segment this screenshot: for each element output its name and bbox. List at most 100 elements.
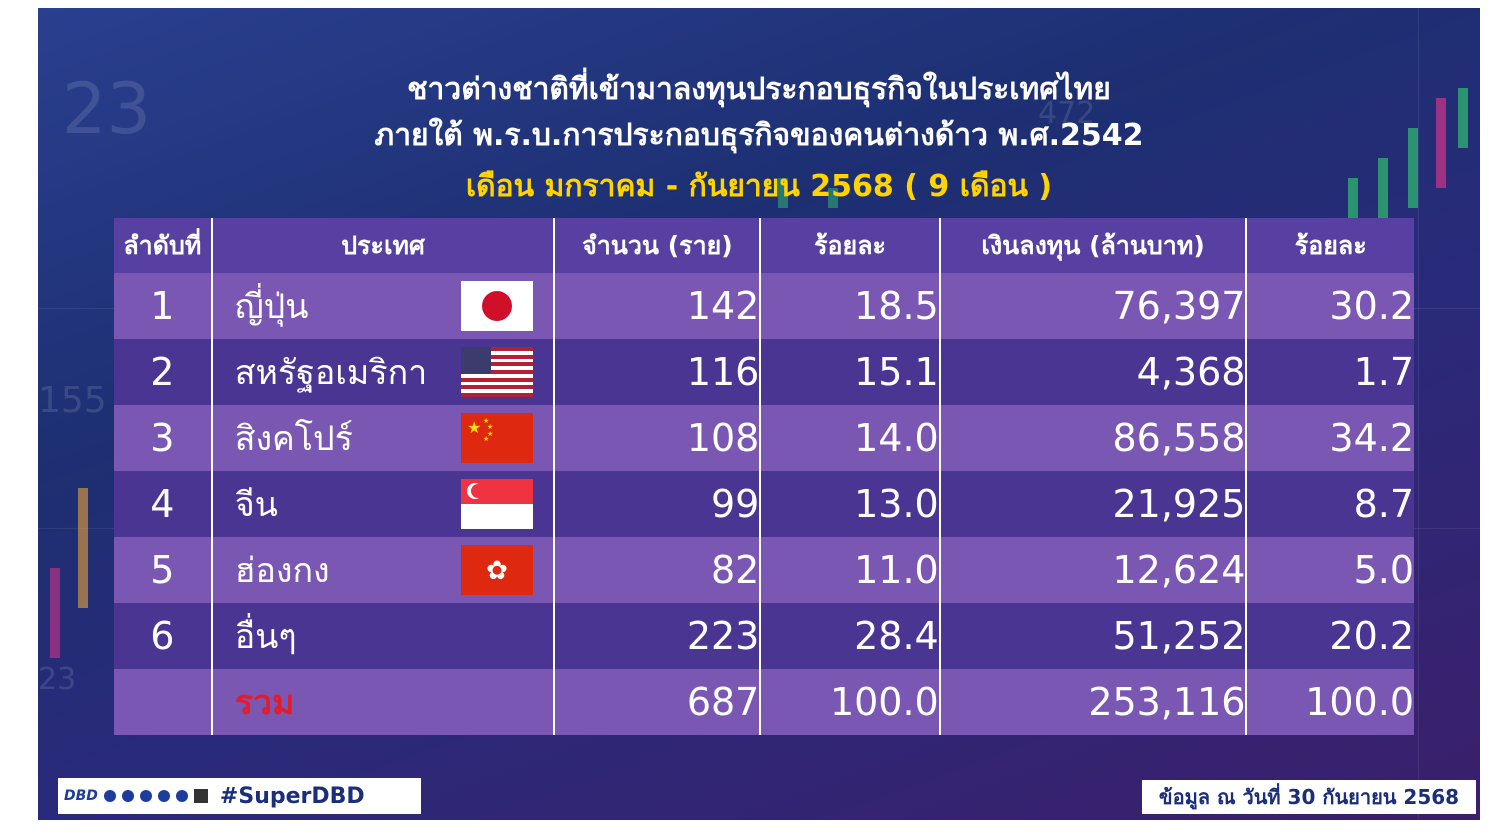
- count-percent-cell: 15.1: [760, 339, 941, 405]
- investment-percent-cell: 30.2: [1246, 273, 1414, 339]
- svg-text:★: ★: [467, 418, 481, 437]
- total-investment-cell: 253,116: [939, 669, 1248, 735]
- country-cell: ญี่ปุ่น: [211, 273, 556, 339]
- line-icon[interactable]: [175, 790, 188, 802]
- count-percent-cell: 11.0: [760, 537, 941, 603]
- total-label: รวม: [234, 683, 295, 723]
- table-row: 5 ฮ่องกง ✿ 82 11.0 12,624 5.0: [114, 537, 1414, 603]
- rank-cell: 2: [114, 339, 213, 405]
- background-number: 472: [1038, 96, 1096, 131]
- country-name: จีน: [234, 485, 278, 525]
- qr-code-icon: [193, 789, 208, 803]
- investment-percent-cell: 20.2: [1246, 603, 1414, 669]
- investment-cell: 86,558: [939, 405, 1248, 471]
- rank-cell: 5: [114, 537, 213, 603]
- table-header-row: ลำดับที่ ประเทศ จำนวน (ราย) ร้อยละ เงินล…: [114, 218, 1414, 273]
- background-candle: [1348, 178, 1358, 218]
- table-row: 6 อื่นๆ 223 28.4 51,252 20.2: [114, 603, 1414, 669]
- x-icon[interactable]: [139, 790, 152, 802]
- background-candle: [50, 568, 60, 658]
- total-count-percent-cell: 100.0: [760, 669, 941, 735]
- country-cell: สหรัฐอเมริกา: [211, 339, 556, 405]
- dbd-logo: DBD: [64, 788, 98, 804]
- background-number: 155: [38, 380, 107, 421]
- hongkong-flag-icon: ✿: [461, 545, 534, 595]
- count-percent-cell: 28.4: [760, 603, 941, 669]
- country-cell: อื่นๆ: [211, 603, 556, 669]
- rank-cell: 6: [114, 603, 213, 669]
- svg-text:★: ★: [483, 435, 489, 443]
- table-row: 1 ญี่ปุ่น 142 18.5 76,397 30.2: [114, 273, 1414, 339]
- count-cell: 223: [554, 603, 762, 669]
- total-label-cell: รวม: [211, 669, 556, 735]
- background-candle: [1458, 88, 1468, 148]
- country-name: สิงคโปร์: [234, 419, 353, 459]
- facebook-icon[interactable]: [121, 790, 134, 802]
- background-candle: [778, 178, 788, 208]
- country-name: สหรัฐอเมริกา: [234, 353, 428, 393]
- svg-text:★: ★: [483, 417, 489, 425]
- country-name: ญี่ปุ่น: [234, 287, 309, 327]
- country-cell: จีน: [211, 471, 556, 537]
- count-percent-cell: 14.0: [760, 405, 941, 471]
- youtube-icon[interactable]: [157, 790, 170, 802]
- period-subtitle: เดือน มกราคม - กันยายน 2568 ( 9 เดือน ): [465, 169, 1053, 204]
- hashtag-label: #SuperDBD: [219, 783, 365, 809]
- usa-flag-icon: [461, 347, 534, 397]
- title-line-1: ชาวต่างชาติที่เข้ามาลงทุนประกอบธุรกิจในป…: [407, 72, 1111, 107]
- investment-table: ลำดับที่ ประเทศ จำนวน (ราย) ร้อยละ เงินล…: [114, 218, 1414, 735]
- table-row: 2 สหรัฐอเมริกา 116: [114, 339, 1414, 405]
- count-cell: 116: [554, 339, 762, 405]
- count-cell: 82: [554, 537, 762, 603]
- country-name: ฮ่องกง: [234, 551, 330, 591]
- rank-cell-empty: [114, 669, 213, 735]
- background-number: 23: [38, 662, 77, 697]
- background-candle: [1378, 158, 1388, 218]
- investment-cell: 4,368: [939, 339, 1248, 405]
- svg-text:★: ★: [487, 423, 493, 431]
- investment-cell: 51,252: [939, 603, 1248, 669]
- header-investment: เงินลงทุน (ล้านบาท): [939, 218, 1248, 273]
- table-row: 4 จีน 99 13.0 21,925 8.7: [114, 471, 1414, 537]
- count-cell: 108: [554, 405, 762, 471]
- background-gridline: [1418, 8, 1419, 820]
- total-row: รวม 687 100.0 253,116 100.0: [114, 669, 1414, 735]
- country-cell: ฮ่องกง ✿: [211, 537, 556, 603]
- count-percent-cell: 18.5: [760, 273, 941, 339]
- background-number: 23: [62, 68, 152, 150]
- svg-text:★: ★: [487, 430, 493, 438]
- count-cell: 142: [554, 273, 762, 339]
- header-country: ประเทศ: [211, 218, 556, 273]
- infographic-canvas: 23 155 23 472 ชาวต่างชาติที่เข้ามาลงทุนป…: [38, 8, 1480, 820]
- japan-flag-icon: [461, 281, 534, 331]
- investment-cell: 12,624: [939, 537, 1248, 603]
- china-flag-icon: ★ ★ ★ ★ ★: [461, 413, 534, 463]
- rank-cell: 4: [114, 471, 213, 537]
- background-candle: [1408, 128, 1418, 208]
- background-candle: [828, 188, 838, 208]
- header-investment-percent: ร้อยละ: [1246, 218, 1414, 273]
- svg-text:✿: ✿: [487, 556, 509, 586]
- investment-cell: 76,397: [939, 273, 1248, 339]
- total-investment-percent-cell: 100.0: [1246, 669, 1414, 735]
- background-candle: [78, 488, 88, 608]
- title-line-2: ภายใต้ พ.ร.บ.การประกอบธุรกิจของคนต่างด้า…: [374, 118, 1144, 153]
- investment-percent-cell: 34.2: [1246, 405, 1414, 471]
- country-name: อื่นๆ: [234, 617, 297, 657]
- total-count-cell: 687: [554, 669, 762, 735]
- rank-cell: 3: [114, 405, 213, 471]
- table-row: 3 สิงคโปร์ ★ ★ ★ ★ ★ 108 14.0 86,558 34.…: [114, 405, 1414, 471]
- count-percent-cell: 13.0: [760, 471, 941, 537]
- header-count-percent: ร้อยละ: [760, 218, 941, 273]
- country-cell: สิงคโปร์ ★ ★ ★ ★ ★: [211, 405, 556, 471]
- header-rank: ลำดับที่: [114, 218, 213, 273]
- phone-icon: [103, 790, 116, 802]
- singapore-flag-icon: [461, 479, 534, 529]
- investment-percent-cell: 1.7: [1246, 339, 1414, 405]
- investment-cell: 21,925: [939, 471, 1248, 537]
- investment-percent-cell: 5.0: [1246, 537, 1414, 603]
- count-cell: 99: [554, 471, 762, 537]
- header-count: จำนวน (ราย): [554, 218, 762, 273]
- background-candle: [1436, 98, 1446, 188]
- investment-percent-cell: 8.7: [1246, 471, 1414, 537]
